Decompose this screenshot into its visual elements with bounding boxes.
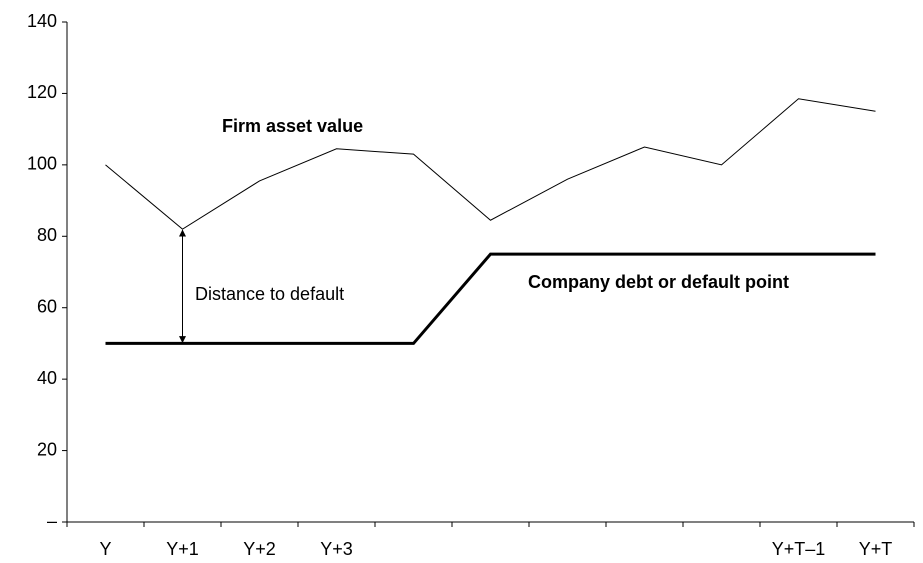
y-tick-label: 60 [37, 296, 57, 316]
y-tick-label: 120 [27, 82, 57, 102]
y-tick-label: 40 [37, 368, 57, 388]
x-tick-label: Y [99, 539, 111, 559]
y-tick-label: 20 [37, 439, 57, 459]
x-tick-label: Y+1 [166, 539, 199, 559]
y-tick-label: – [47, 511, 57, 531]
x-tick-label: Y+3 [320, 539, 353, 559]
series-line [105, 98, 876, 230]
y-tick-label: 100 [27, 154, 57, 174]
x-tick-label: Y+T–1 [772, 539, 826, 559]
annotation: Distance to default [195, 284, 344, 304]
x-tick-label: Y+2 [243, 539, 276, 559]
y-tick-label: 80 [37, 225, 57, 245]
series-label: Company debt or default point [528, 272, 789, 292]
series-label: Firm asset value [222, 116, 363, 136]
series-line [105, 252, 876, 345]
y-tick-label: 140 [27, 11, 57, 31]
x-tick-label: Y+T [859, 539, 893, 559]
